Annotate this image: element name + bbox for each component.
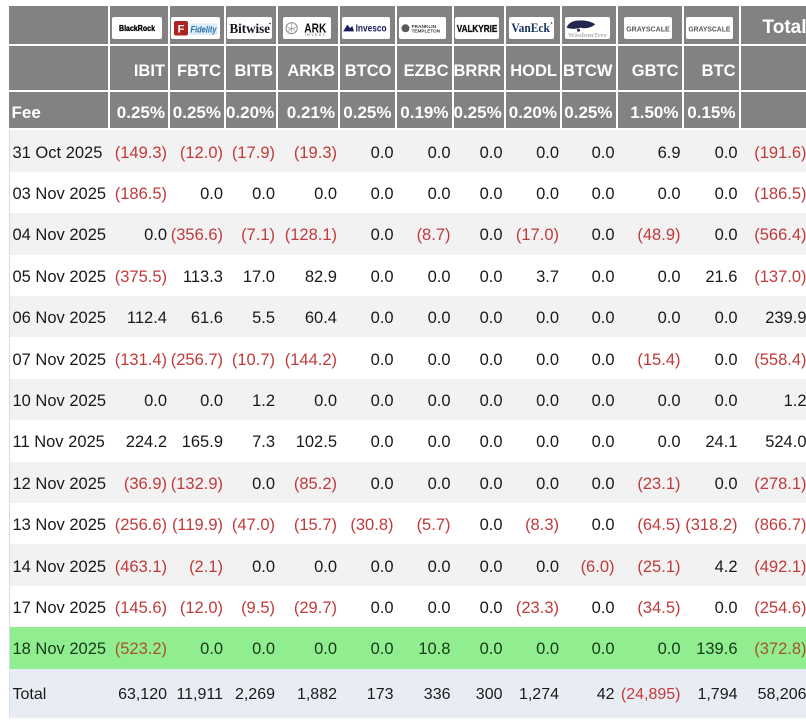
svg-text:GRAYSCALE: GRAYSCALE [688, 24, 730, 33]
svg-text:FRANKLIN: FRANKLIN [412, 23, 437, 28]
svg-text:BlackRock: BlackRock [119, 23, 155, 33]
svg-text:WisdomTree: WisdomTree [568, 32, 607, 38]
svg-text:INVEST: INVEST [304, 33, 325, 37]
svg-text:Bitwise: Bitwise [230, 20, 271, 35]
svg-text:ARK: ARK [304, 21, 326, 35]
svg-text:Invesco: Invesco [356, 22, 387, 34]
svg-text:Fidelity: Fidelity [191, 24, 218, 35]
svg-text:TEMPLETON: TEMPLETON [412, 28, 441, 33]
svg-text:VALKYRIE: VALKYRIE [457, 24, 498, 35]
svg-text:F: F [178, 23, 185, 35]
svg-text:GRAYSCALE: GRAYSCALE [626, 24, 670, 33]
svg-text:VanEck: VanEck [511, 21, 550, 35]
